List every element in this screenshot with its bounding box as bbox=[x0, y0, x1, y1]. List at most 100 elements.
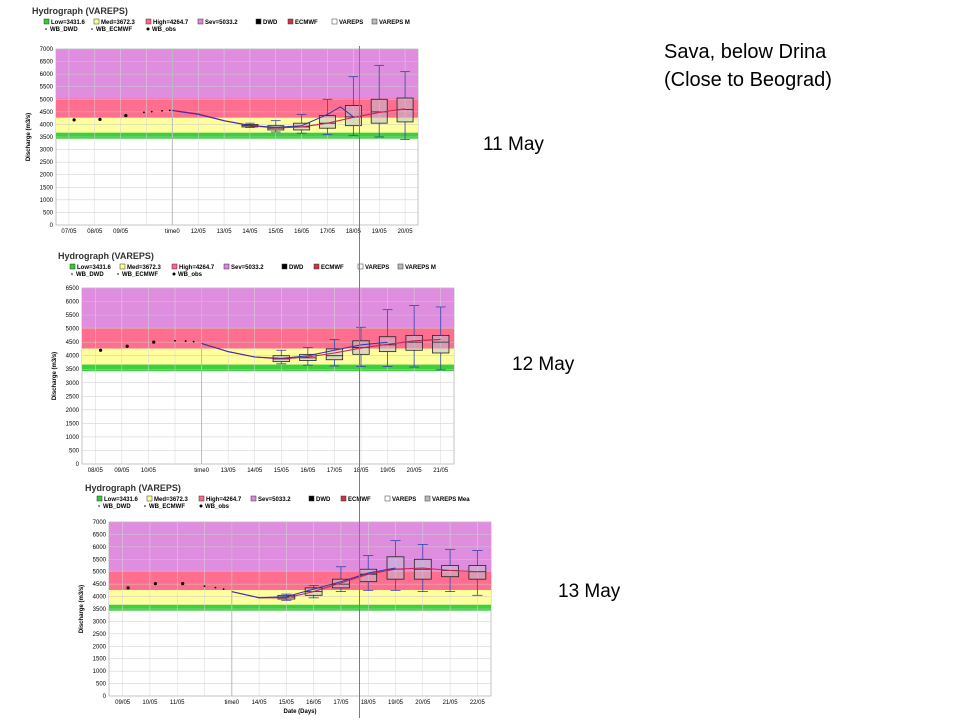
legend-swatch-1 bbox=[146, 495, 153, 502]
legend2-entry-2: WB_obs bbox=[205, 504, 230, 510]
legend2-entry-0: WB_DWD bbox=[103, 504, 131, 510]
box-iqr bbox=[386, 556, 405, 580]
legend-swatch-2 bbox=[145, 18, 152, 25]
x-tick-label: 18/05 bbox=[361, 700, 377, 706]
x-tick-label: 15/05 bbox=[279, 700, 295, 706]
y-tick-label: 3000 bbox=[93, 619, 107, 625]
y-tick-label: 0 bbox=[50, 223, 54, 229]
x-tick-label: 17/05 bbox=[320, 229, 336, 235]
legend-entry-2: High=4264.7 bbox=[179, 265, 215, 271]
legend2-marker-0 bbox=[71, 273, 73, 275]
x-tick-label: 13/05 bbox=[221, 468, 237, 474]
legend-entry-3: Sev=5033.2 bbox=[205, 20, 238, 26]
y-tick-label: 1500 bbox=[40, 185, 54, 191]
y-tick-label: 5000 bbox=[93, 570, 107, 576]
legend-swatch-3 bbox=[223, 263, 230, 270]
legend-swatch-3 bbox=[197, 18, 204, 25]
y-tick-label: 4500 bbox=[40, 110, 54, 116]
x-tick-label: 18/05 bbox=[353, 468, 369, 474]
x-tick-label: 14/05 bbox=[252, 700, 268, 706]
legend2-entry-0: WB_DWD bbox=[76, 272, 104, 278]
x-tick-label: 14/05 bbox=[247, 468, 263, 474]
x-tick-label: 10/05 bbox=[141, 468, 157, 474]
x-tick-label: 14/05 bbox=[242, 229, 258, 235]
x-tick-label: time0 bbox=[224, 700, 239, 706]
date-label-12-may: 12 May bbox=[512, 354, 575, 375]
y-tick-label: 1000 bbox=[66, 435, 80, 441]
x-tick-label: 08/05 bbox=[87, 229, 103, 235]
x-tick-label: 17/05 bbox=[327, 468, 343, 474]
x-tick-label: 20/05 bbox=[407, 468, 423, 474]
legend-entry-1: Med=3672.3 bbox=[154, 497, 189, 503]
x-tick-label: 11/05 bbox=[170, 700, 185, 706]
legend-entry-2: High=4264.7 bbox=[153, 20, 189, 26]
forecast-reference-line bbox=[359, 46, 360, 718]
obs-point bbox=[174, 339, 176, 342]
x-tick-label: 20/05 bbox=[415, 700, 431, 706]
obs-point bbox=[99, 348, 103, 352]
legend2-marker-0 bbox=[45, 28, 47, 30]
y-tick-label: 4000 bbox=[40, 122, 54, 128]
y-tick-label: 1500 bbox=[66, 421, 80, 427]
hydrograph-panel-12-may: Hydrograph (VAREPS) Low=3431.6 Med=3672.3 H… bbox=[28, 250, 458, 478]
y-tick-label: 6500 bbox=[40, 60, 54, 66]
obs-point bbox=[214, 586, 217, 589]
hydrograph-chart-13-may: Hydrograph (VAREPS) Low=3431.6 Med=3672.3 H… bbox=[79, 483, 492, 715]
chart-title: Hydrograph (VAREPS) bbox=[85, 483, 181, 493]
chart-title: Hydrograph (VAREPS) bbox=[32, 6, 128, 16]
obs-point bbox=[161, 109, 163, 112]
y-tick-label: 7000 bbox=[93, 520, 107, 526]
legend-entry-3: Sev=5033.2 bbox=[231, 265, 264, 271]
y-axis-label: Discharge (m3/s) bbox=[52, 352, 58, 400]
legend-swatch-4 bbox=[255, 18, 262, 25]
y-tick-label: 5000 bbox=[66, 327, 80, 333]
obs-point bbox=[203, 585, 206, 588]
y-tick-label: 0 bbox=[76, 462, 80, 468]
legend-entry-7: VAREPS M bbox=[379, 20, 410, 26]
y-tick-label: 3500 bbox=[40, 135, 54, 141]
y-axis-label: Discharge (m3/s) bbox=[79, 585, 85, 633]
obs-point bbox=[181, 582, 185, 586]
y-axis-label: Discharge (m3/s) bbox=[26, 113, 32, 161]
y-tick-label: 6000 bbox=[40, 72, 54, 78]
obs-point bbox=[126, 586, 130, 590]
legend-swatch-1 bbox=[119, 263, 126, 270]
legend-swatch-5 bbox=[313, 263, 320, 270]
legend-entry-1: Med=3672.3 bbox=[127, 265, 162, 271]
y-tick-label: 4000 bbox=[93, 595, 107, 601]
x-tick-label: 09/05 bbox=[114, 468, 130, 474]
vareps-box-18 bbox=[344, 76, 362, 137]
legend-swatch-5 bbox=[340, 495, 347, 502]
x-tick-label: 16/05 bbox=[300, 468, 316, 474]
y-tick-label: 2000 bbox=[66, 408, 80, 414]
vareps-box-17 bbox=[319, 98, 336, 135]
heading-line2: (Close to Beograd) bbox=[664, 69, 832, 91]
legend2-entry-1: WB_ECMWF bbox=[122, 272, 158, 278]
legend-entry-7: VAREPS M bbox=[405, 265, 436, 271]
legend2-entry-2: WB_obs bbox=[178, 272, 203, 278]
x-tick-label: 16/05 bbox=[294, 229, 310, 235]
hydrograph-chart-12-may: Hydrograph (VAREPS) Low=3431.6 Med=3672.3 H… bbox=[52, 251, 455, 474]
y-tick-label: 5500 bbox=[40, 85, 54, 91]
legend-entry-3: Sev=5033.2 bbox=[258, 497, 291, 503]
legend-entry-5: ECMWF bbox=[295, 20, 318, 26]
legend-swatch-0 bbox=[69, 263, 76, 270]
y-tick-label: 4000 bbox=[66, 354, 80, 360]
y-tick-label: 5500 bbox=[93, 557, 107, 563]
obs-point bbox=[184, 340, 187, 342]
ecmwf-forecast-line bbox=[231, 567, 478, 599]
x-tick-label: 08/05 bbox=[88, 468, 104, 474]
legend-swatch-7 bbox=[397, 263, 404, 270]
legend2-marker-0 bbox=[98, 505, 100, 507]
y-tick-label: 4500 bbox=[66, 340, 80, 346]
x-tick-label: 16/05 bbox=[306, 700, 322, 706]
obs-point bbox=[153, 582, 157, 586]
y-tick-label: 3500 bbox=[66, 367, 80, 373]
legend-swatch-6 bbox=[331, 18, 338, 25]
y-tick-label: 6500 bbox=[66, 286, 80, 292]
x-tick-label: 22/05 bbox=[470, 700, 486, 706]
y-tick-label: 2000 bbox=[40, 173, 54, 179]
legend-entry-4: DWD bbox=[263, 20, 278, 26]
heading-line1: Sava, below Drina bbox=[664, 41, 827, 63]
x-tick-label: 19/05 bbox=[372, 229, 388, 235]
